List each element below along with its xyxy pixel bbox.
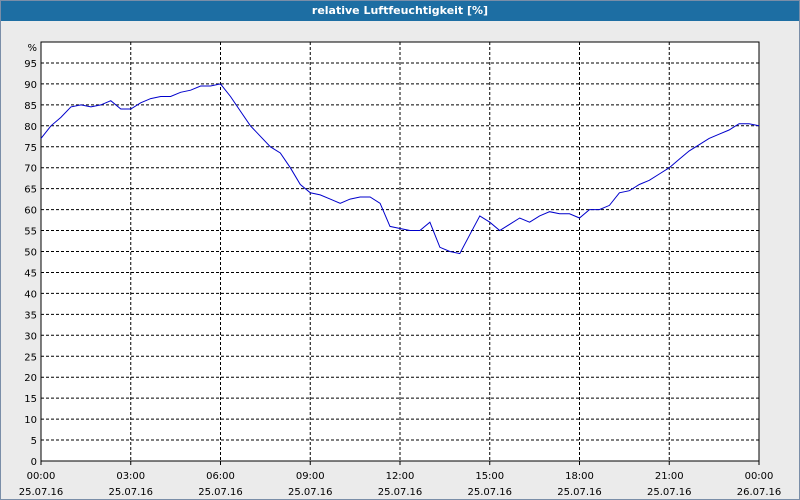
x-tick-date-label: 26.07.16 — [737, 487, 782, 498]
humidity-series-line — [40, 83, 760, 255]
chart-title: relative Luftfeuchtigkeit [%] — [1, 1, 799, 21]
y-tick-label: 10 — [24, 415, 37, 426]
y-tick-label: 15 — [24, 394, 37, 405]
y-tick-label: 25 — [24, 352, 37, 363]
y-tick-label: 60 — [24, 206, 37, 217]
y-tick-label: 30 — [24, 331, 37, 342]
plot-area — [41, 42, 759, 461]
y-tick-label: 50 — [24, 248, 37, 259]
y-tick-label: 95 — [24, 59, 37, 70]
y-tick-label: 5 — [31, 436, 37, 447]
x-tick-date-label: 25.07.16 — [288, 487, 333, 498]
x-tick-time-label: 12:00 — [386, 471, 415, 482]
y-tick-label: 35 — [24, 310, 37, 321]
x-tick-date-label: 25.07.16 — [19, 487, 64, 498]
x-tick-time-label: 03:00 — [116, 471, 145, 482]
x-tick-date-label: 25.07.16 — [557, 487, 602, 498]
x-tick-date-label: 25.07.16 — [108, 487, 153, 498]
x-tick-date-label: 25.07.16 — [198, 487, 243, 498]
x-tick-time-label: 06:00 — [206, 471, 235, 482]
y-axis-label: % — [27, 43, 37, 54]
y-tick-label: 85 — [24, 101, 37, 112]
y-tick-label: 40 — [24, 289, 37, 300]
y-tick-label: 65 — [24, 185, 37, 196]
x-tick-time-label: 00:00 — [745, 471, 774, 482]
y-tick-label: 80 — [24, 122, 37, 133]
x-tick-date-label: 25.07.16 — [467, 487, 512, 498]
x-tick-time-label: 00:00 — [27, 471, 56, 482]
y-tick-label: 45 — [24, 268, 37, 279]
y-tick-label: 90 — [24, 80, 37, 91]
x-tick-time-label: 18:00 — [565, 471, 594, 482]
x-tick-time-label: 21:00 — [655, 471, 684, 482]
y-tick-label: 20 — [24, 373, 37, 384]
y-tick-label: 70 — [24, 164, 37, 175]
x-tick-date-label: 25.07.16 — [647, 487, 692, 498]
x-tick-time-label: 15:00 — [475, 471, 504, 482]
x-tick-time-label: 09:00 — [296, 471, 325, 482]
y-tick-label: 0 — [31, 457, 37, 468]
y-tick-label: 75 — [24, 143, 37, 154]
plot-border — [40, 41, 760, 462]
y-tick-label: 55 — [24, 227, 37, 238]
x-tick-date-label: 25.07.16 — [378, 487, 423, 498]
